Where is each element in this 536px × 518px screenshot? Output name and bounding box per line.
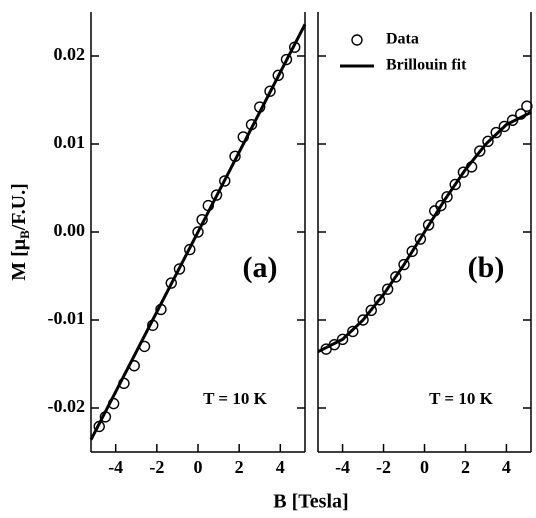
x-tick-label: -2 <box>149 457 164 477</box>
legend-label: Brillouin fit <box>386 57 467 74</box>
x-tick-label: 4 <box>276 457 285 477</box>
data-point <box>521 100 533 112</box>
data-point <box>482 135 494 148</box>
temperature-label: T = 10 K <box>429 389 493 408</box>
data-point <box>414 233 427 245</box>
x-axis-label: B [Tesla] <box>273 491 348 513</box>
data-point <box>435 199 447 212</box>
legend-label: Data <box>386 31 419 48</box>
data-point <box>441 191 453 203</box>
data-point <box>373 294 386 306</box>
data-point <box>498 120 511 133</box>
data-point <box>173 263 186 275</box>
y-tick-label: 0.00 <box>54 220 86 240</box>
y-label-part: /F.U.] <box>8 183 30 231</box>
data-point <box>381 283 394 295</box>
panel-label: (a) <box>243 251 278 284</box>
data-point <box>490 126 502 139</box>
data-point <box>422 219 435 231</box>
y-axis-label: M [μB/F.U.] <box>8 183 32 281</box>
y-tick-label: 0.02 <box>54 44 86 64</box>
fit-line <box>89 23 307 441</box>
x-tick-label: -2 <box>376 457 391 477</box>
data-point <box>184 243 196 256</box>
data-point <box>165 277 177 289</box>
x-tick-label: 2 <box>235 457 244 477</box>
x-tick-label: 0 <box>420 457 429 477</box>
data-point <box>365 304 377 317</box>
panel-label: (b) <box>468 251 505 284</box>
data-point <box>390 271 402 283</box>
x-tick-label: 4 <box>502 457 511 477</box>
data-point <box>280 53 293 66</box>
data-point <box>357 314 369 326</box>
x-tick-label: -4 <box>335 457 350 477</box>
fit-line <box>317 110 532 354</box>
data-point <box>457 166 470 178</box>
data-point <box>336 333 349 346</box>
data-point <box>219 175 231 187</box>
data-point <box>264 85 276 97</box>
data-point <box>210 189 223 201</box>
y-tick-label: -0.02 <box>48 396 86 416</box>
data-point <box>449 178 461 191</box>
data-point <box>474 145 486 157</box>
y-label-part: M [μ <box>8 238 30 281</box>
temperature-label: T = 10 K <box>203 389 267 408</box>
x-tick-label: 2 <box>461 457 470 477</box>
data-point <box>272 69 284 82</box>
x-tick-label: 0 <box>194 457 203 477</box>
data-point <box>398 258 410 271</box>
y-tick-label: -0.01 <box>48 308 86 328</box>
legend-marker <box>351 34 363 46</box>
y-tick-label: 0.01 <box>54 132 86 152</box>
data-point <box>406 245 418 258</box>
x-tick-label: -4 <box>108 457 123 477</box>
y-label-sub: B <box>17 230 32 239</box>
data-point <box>347 325 359 338</box>
data-point <box>192 226 204 238</box>
